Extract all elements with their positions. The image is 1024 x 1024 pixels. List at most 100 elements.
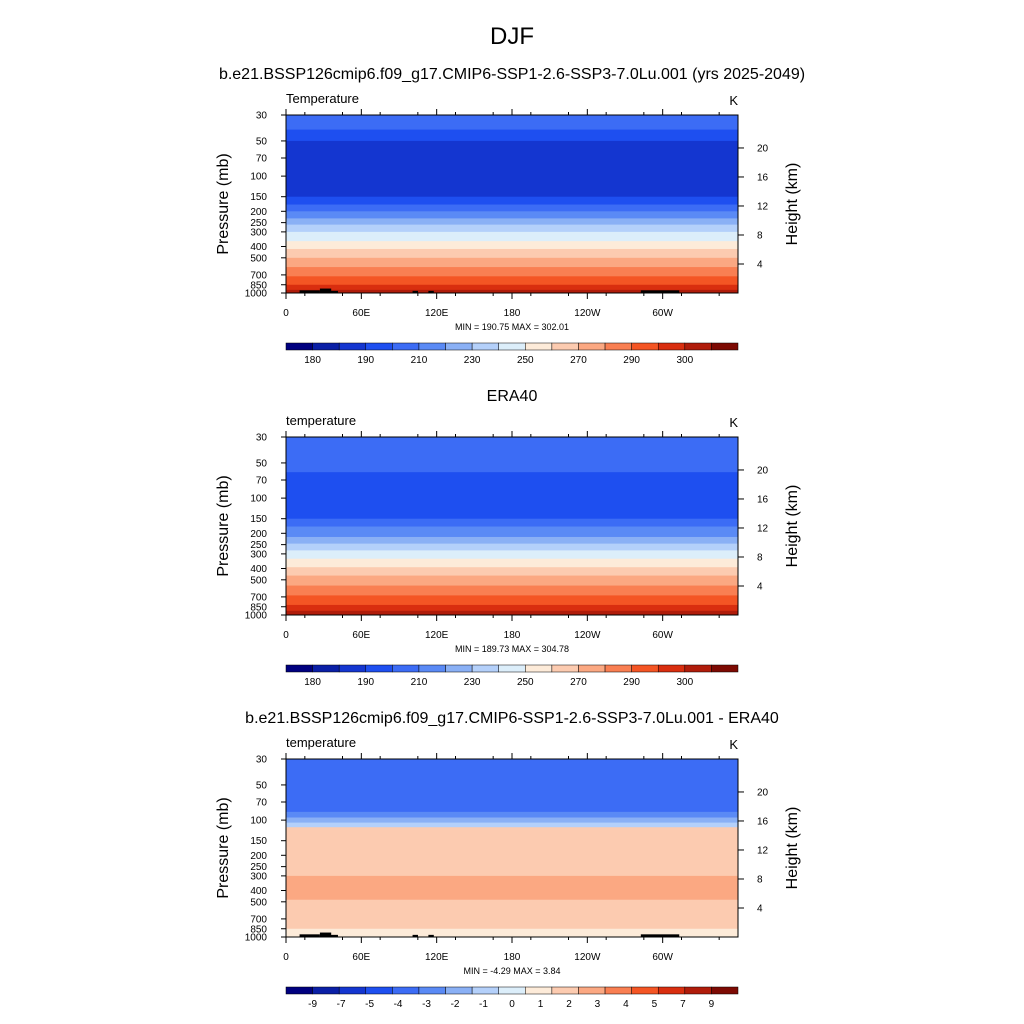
y-tick-label: 1000 xyxy=(245,611,268,622)
colorbar-swatch xyxy=(418,342,446,351)
colorbar-label: 190 xyxy=(357,355,374,366)
colorbar-swatch xyxy=(498,664,526,673)
y-tick-label: 30 xyxy=(256,755,268,766)
units-label: K xyxy=(729,737,738,752)
y-axis-title: Pressure (mb) xyxy=(215,475,232,576)
x-tick-label: 60E xyxy=(352,952,370,963)
colorbar-swatch xyxy=(525,342,553,351)
contour-band xyxy=(286,224,738,233)
colorbar-swatch xyxy=(312,342,340,351)
panel-era40: ERA40 temperature K MIN = 189.73 MAX = 3… xyxy=(215,388,801,688)
colorbar-swatch xyxy=(525,986,553,995)
y-tick-label: 400 xyxy=(250,886,267,897)
contour-band xyxy=(286,928,738,938)
colorbar-swatch xyxy=(684,342,712,351)
x-tick-label: 180 xyxy=(504,308,521,319)
contour-band xyxy=(286,526,738,538)
y-tick-label: 500 xyxy=(250,897,267,908)
stats-label: MIN = -4.29 MAX = 3.84 xyxy=(463,966,560,976)
colorbar-swatch xyxy=(604,986,632,995)
y-right-axis-title: Height (km) xyxy=(784,163,801,246)
colorbar-label: 250 xyxy=(517,677,534,688)
y-tick-label: 100 xyxy=(250,816,267,827)
topography-mask xyxy=(428,934,434,937)
colorbar-swatch xyxy=(684,986,712,995)
contour-band xyxy=(286,827,738,877)
colorbar-swatch xyxy=(684,664,712,673)
colorbar-label: 180 xyxy=(304,677,321,688)
y-right-tick-label: 8 xyxy=(757,552,763,563)
contour-band xyxy=(286,289,738,294)
panel-title: b.e21.BSSP126cmip6.f09_g17.CMIP6-SSP1-2.… xyxy=(219,66,805,83)
colorbar-swatch xyxy=(445,664,473,673)
y-tick-label: 150 xyxy=(250,192,267,203)
y-tick-label: 250 xyxy=(250,862,267,873)
y-tick-label: 1000 xyxy=(245,933,268,944)
contour-band xyxy=(286,575,738,587)
x-tick-label: 0 xyxy=(283,308,289,319)
colorbar-swatch xyxy=(285,986,313,995)
topography-mask xyxy=(640,290,680,293)
y-tick-label: 100 xyxy=(250,172,267,183)
x-tick-label: 60E xyxy=(352,308,370,319)
y-tick-label: 70 xyxy=(256,798,268,809)
colorbar-swatch xyxy=(631,986,659,995)
y-right-tick-label: 8 xyxy=(757,230,763,241)
y-tick-label: 30 xyxy=(256,111,268,122)
colorbar-label: 3 xyxy=(595,999,601,1010)
colorbar-swatch xyxy=(657,664,686,673)
x-tick-label: 60E xyxy=(352,630,370,641)
y-right-tick-label: 12 xyxy=(757,845,769,856)
colorbar-swatch xyxy=(578,342,606,351)
y-tick-label: 1000 xyxy=(245,289,268,300)
y-right-tick-label: 8 xyxy=(757,874,763,885)
colorbar-label: 290 xyxy=(623,677,640,688)
x-tick-label: 120W xyxy=(574,630,601,641)
contour-band xyxy=(286,558,738,568)
colorbar-swatch xyxy=(657,986,686,995)
contour-band xyxy=(286,129,738,142)
colorbar-swatch xyxy=(471,342,499,351)
colorbar-label: -2 xyxy=(451,999,460,1010)
topography-mask xyxy=(319,288,332,293)
colorbar-swatch xyxy=(418,664,446,673)
y-right-tick-label: 4 xyxy=(757,581,763,592)
y-right-tick-label: 16 xyxy=(757,816,769,827)
colorbar-label: 5 xyxy=(652,999,658,1010)
y-tick-label: 300 xyxy=(250,227,267,238)
y-tick-label: 50 xyxy=(256,458,268,469)
colorbar-label: -1 xyxy=(479,999,488,1010)
colorbar-swatch xyxy=(551,986,579,995)
colorbar-label: 210 xyxy=(411,677,428,688)
y-axis-title: Pressure (mb) xyxy=(215,797,232,898)
colorbar-swatch xyxy=(338,342,367,351)
colorbar-swatch xyxy=(285,664,313,673)
x-tick-label: 0 xyxy=(283,952,289,963)
colorbar-label: 270 xyxy=(570,677,587,688)
contour-band xyxy=(286,196,738,206)
y-tick-label: 400 xyxy=(250,564,267,575)
colorbar-swatch xyxy=(312,664,340,673)
colorbar-label: 0 xyxy=(509,999,515,1010)
contour-band xyxy=(286,115,738,131)
colorbar-label: 7 xyxy=(680,999,686,1010)
colorbar-swatch xyxy=(365,664,393,673)
topography-mask xyxy=(328,934,338,937)
contour-band xyxy=(286,899,738,921)
colorbar-swatch xyxy=(285,342,313,351)
contour-band xyxy=(286,811,738,819)
colorbar-label: 300 xyxy=(676,355,693,366)
colorbar-swatch xyxy=(578,986,606,995)
x-tick-label: 60W xyxy=(652,630,673,641)
y-tick-label: 70 xyxy=(256,154,268,165)
colorbar-swatch xyxy=(392,664,420,673)
figure-title: DJF xyxy=(490,23,534,50)
y-tick-label: 150 xyxy=(250,836,267,847)
x-tick-label: 0 xyxy=(283,630,289,641)
panel-model: b.e21.BSSP126cmip6.f09_g17.CMIP6-SSP1-2.… xyxy=(215,66,805,366)
contour-band xyxy=(286,585,738,596)
contour-band xyxy=(286,604,738,612)
colorbar-swatch xyxy=(445,342,473,351)
contour-band xyxy=(286,543,738,551)
